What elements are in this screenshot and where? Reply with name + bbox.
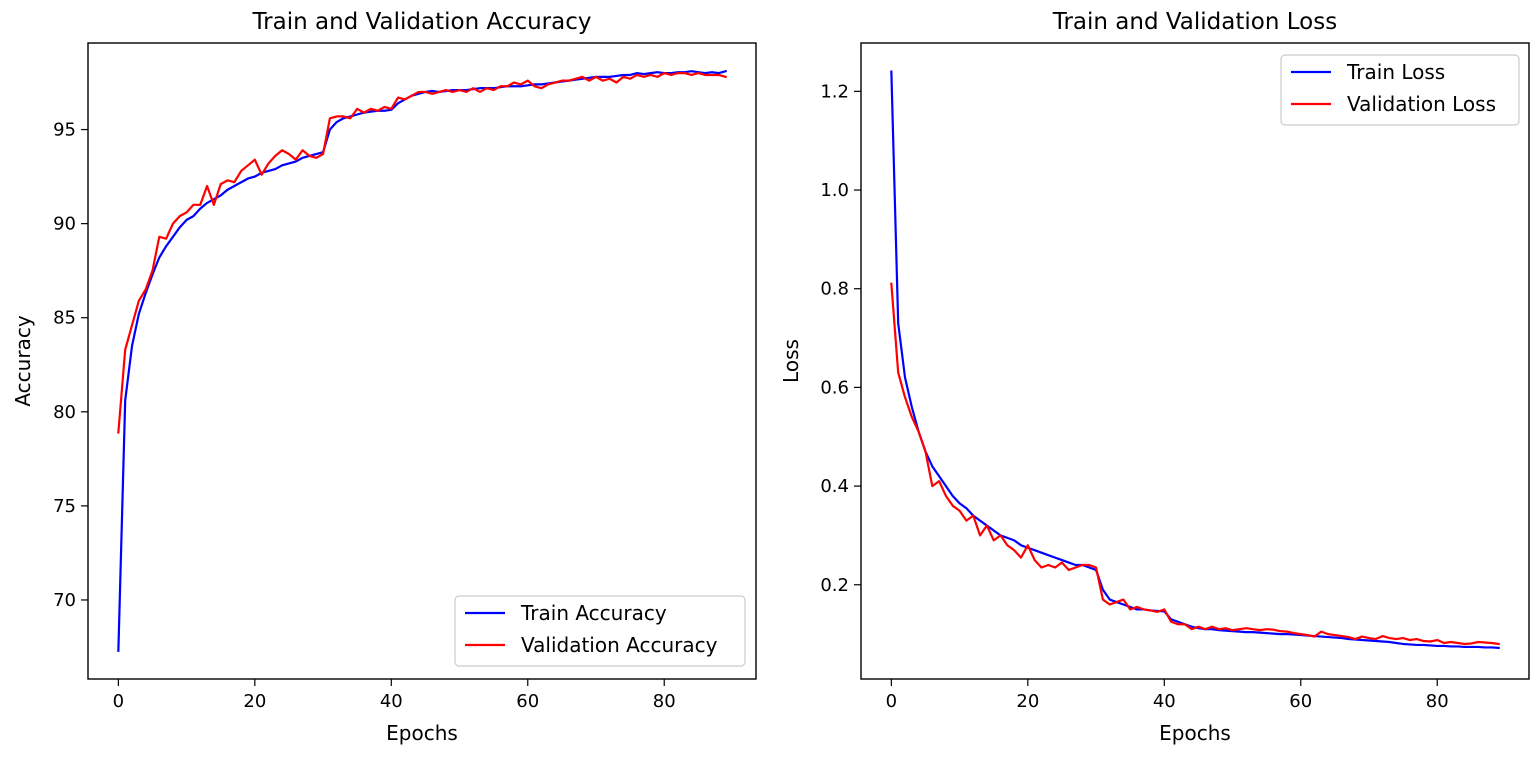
legend-entry: Validation Accuracy [521, 633, 718, 657]
y-tick-label: 0.2 [820, 575, 849, 596]
x-tick-label: 0 [113, 691, 124, 712]
legend-box [1280, 54, 1520, 126]
plot-frame [87, 42, 757, 680]
legend-box [454, 595, 746, 667]
x-tick-label: 20 [1016, 691, 1039, 712]
y-tick-label: 85 [53, 308, 76, 329]
y-tick-label: 90 [53, 214, 76, 235]
y-tick-label: 0.6 [820, 377, 849, 398]
series-line-train-accuracy [117, 69, 727, 652]
legend: Train Accuracy Validation Accuracy [454, 595, 746, 667]
chart-panel-2: Train and Validation Loss 0 20 40 60 80 0.2 0.4… [779, 9, 1530, 745]
y-tick-label: 1.2 [820, 81, 849, 102]
series-line-validation-loss [890, 282, 1500, 646]
series-line-validation-accuracy [117, 72, 727, 434]
y-tick-label: 70 [53, 590, 76, 611]
legend-entry: Validation Loss [1347, 92, 1496, 116]
x-tick-label: 20 [243, 691, 266, 712]
y-tick-label: 1.0 [820, 180, 849, 201]
y-tick-label: 0.4 [820, 476, 849, 497]
x-tick-label: 80 [1426, 691, 1449, 712]
y-tick-label: 80 [53, 402, 76, 423]
y-tick-label: 75 [53, 496, 76, 517]
x-tick-label: 40 [1153, 691, 1176, 712]
legend: Train Loss Validation Loss [1280, 54, 1520, 126]
x-tick-label: 60 [516, 691, 539, 712]
legend-entry: Train Loss [1346, 60, 1445, 84]
legend-entry: Train Accuracy [520, 601, 667, 625]
x-tick-label: 40 [380, 691, 403, 712]
chart-title: Train and Validation Loss [1052, 9, 1337, 35]
x-tick-label: 0 [886, 691, 897, 712]
x-axis-label: Epochs [1159, 721, 1231, 745]
x-tick-label: 60 [1289, 691, 1312, 712]
x-tick-label: 80 [653, 691, 676, 712]
chart-panel-1: Train and Validation Accuracy 0 20 40 60 80 70… [11, 9, 757, 745]
plot-frame [860, 42, 1530, 680]
y-axis-label: Loss [779, 339, 803, 383]
y-tick-label: 95 [53, 120, 76, 141]
y-tick-label: 0.8 [820, 279, 849, 300]
series-line-train-loss [890, 70, 1500, 650]
x-axis-label: Epochs [386, 721, 458, 745]
chart-title: Train and Validation Accuracy [252, 9, 592, 35]
y-axis-label: Accuracy [11, 315, 35, 406]
